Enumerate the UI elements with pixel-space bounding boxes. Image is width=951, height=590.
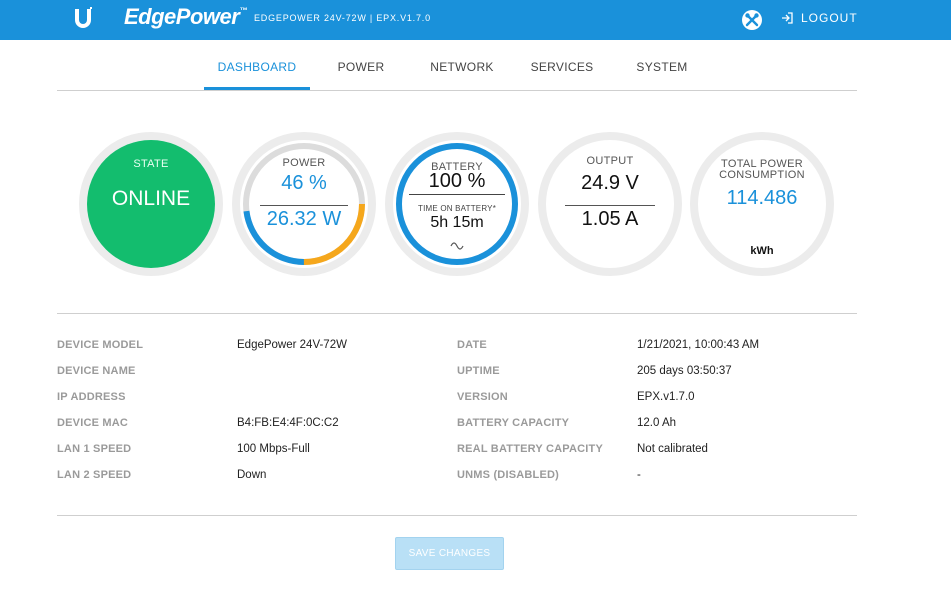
info-label: VERSION [457, 391, 508, 403]
consumption-gauge: TOTAL POWER CONSUMPTION 114.486 kWh [688, 130, 836, 278]
output-current: 1.05 A [581, 208, 639, 230]
state-label: STATE [133, 158, 169, 170]
ac-wave-icon [450, 242, 464, 250]
state-gauge: STATE ONLINE [77, 130, 225, 278]
info-label: DEVICE MAC [57, 417, 129, 429]
power-gauge: POWER 46 % 26.32 W [230, 130, 378, 278]
consumption-ring [690, 132, 834, 276]
power-arc-orange [243, 143, 365, 265]
consumption-value: 114.486 [726, 187, 798, 209]
logout-button[interactable]: LOGOUT [781, 11, 858, 25]
info-value: 100 Mbps-Full [237, 443, 310, 455]
info-label: IP ADDRESS [57, 391, 126, 403]
brand-name: EdgePower™ [124, 4, 247, 29]
tab-dashboard[interactable]: DASHBOARD [204, 48, 310, 90]
battery-arc [396, 143, 518, 265]
info-label: BATTERY CAPACITY [457, 417, 570, 429]
info-label: DEVICE NAME [57, 365, 136, 377]
info-value: 205 days 03:50:37 [637, 365, 732, 377]
output-ring [538, 132, 682, 276]
info-value: EdgePower 24V-72W [237, 339, 347, 351]
power-ring [232, 132, 376, 276]
tools-icon[interactable] [741, 9, 763, 31]
state-value: ONLINE [111, 187, 191, 210]
info-value: Not calibrated [637, 443, 708, 455]
tabs-divider [57, 90, 857, 91]
info-value: - [637, 469, 641, 481]
state-indicator [87, 140, 215, 268]
battery-ring [385, 132, 529, 276]
info-label: DATE [457, 339, 487, 351]
info-label: UNMS (DISABLED) [457, 469, 559, 481]
power-label: POWER [282, 157, 326, 169]
output-gauge: OUTPUT 24.9 V 1.05 A [536, 130, 684, 278]
consumption-unit: kWh [750, 245, 774, 257]
info-value: 12.0 Ah [637, 417, 677, 429]
info-divider [57, 515, 857, 516]
info-label: LAN 2 SPEED [57, 469, 132, 481]
info-label: LAN 1 SPEED [57, 443, 132, 455]
tab-services[interactable]: SERVICES [530, 60, 594, 74]
info-label: DEVICE MODEL [57, 339, 144, 351]
tab-network[interactable]: NETWORK [430, 60, 494, 74]
info-label: UPTIME [457, 365, 500, 377]
info-value: EPX.v1.7.0 [637, 391, 695, 403]
ubiquiti-logo-icon [75, 7, 92, 28]
state-ring [79, 132, 223, 276]
info-value: Down [237, 469, 267, 481]
top-bar: EdgePower™ EDGEPOWER 24V-72W | EPX.V1.7.… [0, 0, 951, 40]
time-on-battery-label: TIME ON BATTERY* [417, 204, 497, 213]
save-changes-button[interactable]: SAVE CHANGES [395, 537, 504, 570]
tab-system[interactable]: SYSTEM [636, 60, 688, 74]
logout-label: LOGOUT [801, 11, 858, 25]
info-value: B4:FB:E4:4F:0C:C2 [237, 417, 339, 429]
battery-divider [409, 194, 505, 195]
output-voltage: 24.9 V [581, 172, 639, 194]
power-watts: 26.32 W [266, 208, 342, 230]
info-value: 1/21/2021, 10:00:43 AM [637, 339, 760, 351]
battery-percent: 100 % [428, 170, 486, 192]
tab-power[interactable]: POWER [337, 60, 385, 74]
gauges-divider [57, 313, 857, 314]
battery-gauge: BATTERY 100 % TIME ON BATTERY* 5h 15m [383, 130, 531, 278]
power-percent: 46 % [281, 172, 327, 194]
model-info: EDGEPOWER 24V-72W | EPX.V1.7.0 [254, 13, 431, 23]
main-tabs: DASHBOARD POWER NETWORK SERVICES SYSTEM [204, 48, 712, 90]
output-label: OUTPUT [586, 155, 634, 167]
consumption-label: TOTAL POWER CONSUMPTION [688, 159, 836, 181]
consumption-label-line2: CONSUMPTION [719, 169, 805, 181]
info-label: REAL BATTERY CAPACITY [457, 443, 603, 455]
power-divider [260, 205, 348, 206]
consumption-label-line1: TOTAL POWER [721, 158, 803, 170]
logout-icon [782, 12, 793, 24]
time-on-battery-value: 5h 15m [430, 214, 484, 231]
output-divider [565, 205, 655, 206]
battery-label: BATTERY [431, 161, 483, 173]
